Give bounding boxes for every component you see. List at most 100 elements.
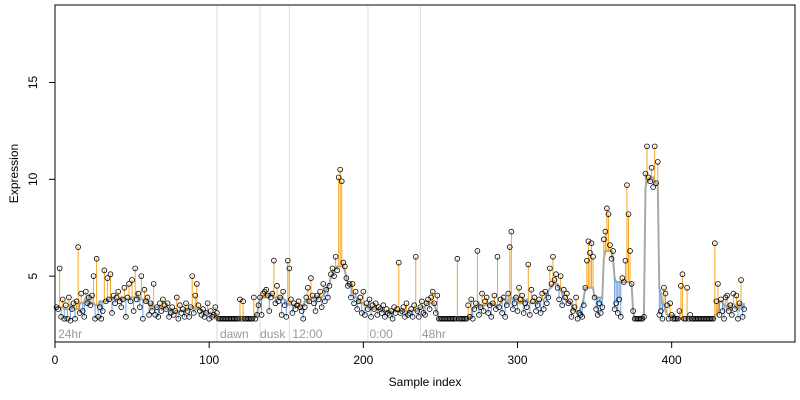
data-point: [177, 302, 183, 309]
data-point: [568, 314, 575, 320]
data-point: [556, 296, 562, 303]
data-point: [251, 294, 257, 301]
data-point: [207, 308, 214, 314]
x-tick-label: 0: [52, 353, 59, 367]
data-point: [323, 286, 330, 293]
data-point: [289, 310, 296, 316]
data-point: [462, 315, 468, 322]
data-point: [601, 236, 607, 243]
data-point: [79, 308, 86, 314]
data-point: [311, 300, 317, 307]
data-point: [641, 314, 647, 320]
data-point: [283, 314, 290, 320]
data-point: [409, 314, 416, 320]
data-point: [87, 302, 94, 309]
data-point: [62, 302, 69, 309]
data-point: [346, 281, 353, 287]
data-point: [607, 242, 613, 248]
data-point: [502, 314, 508, 320]
data-point: [374, 312, 381, 318]
data-point: [172, 308, 179, 314]
y-axis-label: Expression: [7, 144, 21, 203]
data-point: [158, 308, 165, 314]
data-point: [653, 180, 660, 186]
data-point: [564, 290, 570, 297]
data-point: [395, 259, 402, 266]
data-point: [59, 296, 66, 303]
data-point: [554, 284, 561, 291]
data-point: [545, 294, 552, 301]
data-point: [329, 265, 336, 272]
data-point: [133, 296, 140, 303]
data-point: [190, 310, 197, 316]
segment-label: 0:00: [370, 327, 394, 341]
data-point: [469, 315, 476, 322]
y-axis: 5 10 15: [26, 75, 56, 279]
data-point: [368, 314, 374, 320]
data-point: [138, 273, 145, 279]
data-point: [596, 300, 603, 307]
data-point: [523, 304, 530, 310]
data-point: [557, 273, 564, 279]
data-point: [342, 263, 348, 270]
data-point: [721, 315, 727, 322]
data-point: [428, 294, 434, 301]
data-point: [510, 306, 516, 312]
data-point: [73, 298, 80, 305]
data-point: [732, 306, 738, 312]
data-point: [281, 302, 288, 309]
data-point: [180, 306, 186, 312]
data-point: [337, 166, 344, 173]
data-point: [736, 300, 743, 307]
data-point: [115, 288, 122, 295]
segment-label: 24hr: [58, 327, 82, 341]
data-point: [109, 310, 115, 316]
data-point: [90, 273, 97, 279]
data-point: [684, 284, 690, 291]
data-point: [667, 300, 673, 307]
data-point: [434, 292, 441, 299]
x-tick-label: 200: [353, 353, 373, 367]
data-point: [614, 310, 621, 316]
data-point: [480, 308, 487, 314]
data-point: [662, 290, 669, 297]
data-point: [559, 302, 566, 309]
data-point: [163, 306, 169, 312]
data-point: [419, 298, 425, 305]
data-point: [298, 308, 305, 314]
data-point: [173, 294, 180, 301]
y-tick-label: 5: [26, 272, 40, 279]
data-point: [514, 308, 521, 314]
data-point: [331, 273, 337, 279]
data-point: [278, 312, 285, 318]
data-point: [320, 281, 327, 287]
data-point: [408, 306, 414, 312]
x-tick-label: 300: [507, 353, 527, 367]
data-point: [715, 281, 721, 287]
data-point: [55, 306, 61, 312]
data-point: [506, 244, 513, 250]
data-point: [582, 284, 589, 291]
data-point: [56, 265, 63, 272]
data-point: [454, 255, 461, 262]
data-point: [658, 308, 664, 314]
data-point: [676, 308, 683, 314]
data-point: [192, 292, 199, 299]
data-point: [573, 294, 579, 301]
data-point: [735, 315, 741, 322]
data-point: [203, 310, 209, 316]
data-point: [605, 211, 612, 217]
data-point: [194, 281, 200, 287]
segment-labels: 24hr dawn dusk 12:00 0:00 48hr: [58, 327, 446, 341]
data-point: [567, 298, 573, 305]
data-point: [303, 294, 310, 301]
data-point: [528, 286, 535, 293]
data-point: [682, 315, 689, 322]
data-point: [132, 265, 138, 272]
data-point: [707, 315, 714, 322]
data-point: [141, 286, 148, 293]
data-point: [534, 302, 541, 309]
data-point: [477, 304, 484, 310]
data-point: [66, 294, 72, 301]
